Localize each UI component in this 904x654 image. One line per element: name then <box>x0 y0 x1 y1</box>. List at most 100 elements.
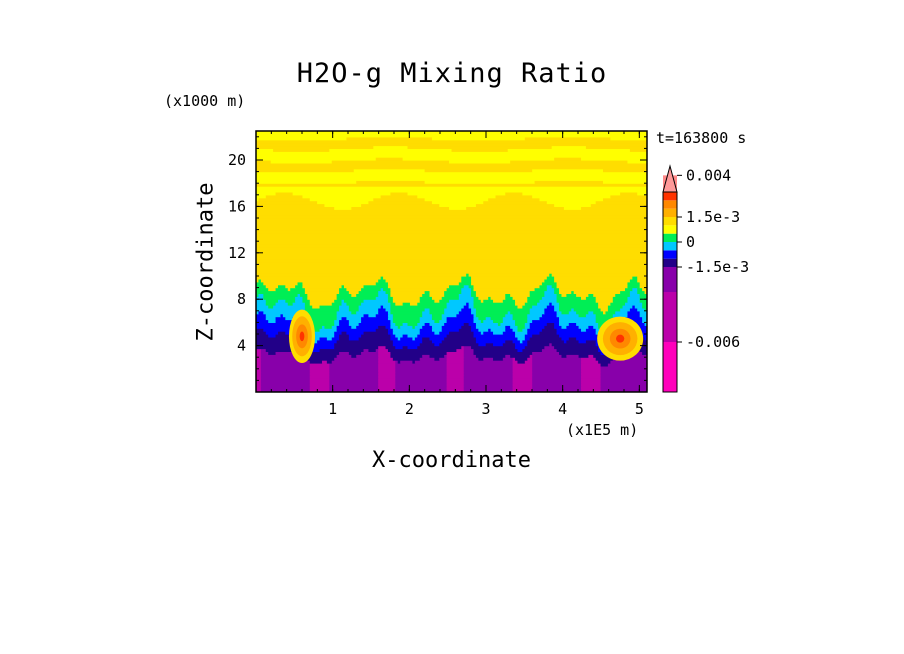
contour-cell <box>475 290 531 294</box>
contour-cell <box>387 296 394 300</box>
contour-cell <box>637 290 646 294</box>
contour-cell <box>488 296 492 300</box>
contour-cell <box>387 284 450 289</box>
contour-cell <box>343 299 365 303</box>
contour-cell <box>256 186 647 190</box>
contour-cell <box>497 322 501 326</box>
contour-cell <box>392 331 421 335</box>
contour-cell <box>256 293 260 297</box>
contour-cell <box>256 174 647 178</box>
contour-cell <box>559 287 626 292</box>
contour-cell <box>431 328 443 332</box>
contour-cell <box>260 360 311 364</box>
contour-cell <box>468 284 475 289</box>
contour-cell <box>417 334 448 338</box>
contour-cell <box>392 328 421 332</box>
contour-cell <box>546 276 555 280</box>
contour-cell <box>471 310 477 315</box>
contour-cell <box>375 157 404 161</box>
contour-cell <box>581 374 602 379</box>
contour-cell <box>463 386 514 390</box>
contour-cell <box>539 316 560 321</box>
contour-cell <box>634 322 646 326</box>
contour-cell <box>387 328 394 332</box>
contour-cell <box>256 157 377 161</box>
contour-cell <box>312 328 321 332</box>
contour-cell <box>446 386 465 390</box>
contour-cell <box>502 316 514 321</box>
contour-cell <box>307 293 338 297</box>
contour-cell <box>309 319 335 323</box>
contour-cell <box>480 299 484 303</box>
contour-cell <box>563 339 567 344</box>
contour-cell <box>458 293 472 297</box>
contour-cell <box>603 197 647 202</box>
contour-cell <box>312 339 318 344</box>
contour-cell <box>309 322 335 326</box>
contour-cell <box>392 296 421 300</box>
contour-cell <box>256 386 262 390</box>
contour-cell <box>551 302 560 306</box>
colorbar-frame <box>662 191 678 393</box>
contour-cell <box>275 316 286 321</box>
contour-cell <box>532 374 582 379</box>
contour-cell <box>256 151 647 155</box>
contour-cell <box>559 307 572 312</box>
contour-cell <box>556 310 563 315</box>
contour-cell <box>512 374 533 379</box>
contour-cell <box>446 368 465 373</box>
contour-cell <box>336 310 352 315</box>
contour-cell <box>480 331 484 335</box>
contour-cell <box>256 203 326 207</box>
contour-cell <box>505 328 514 332</box>
contour-cell <box>585 296 597 300</box>
contour-cell <box>339 334 350 338</box>
contour-cell <box>639 299 647 303</box>
contour-cell <box>566 339 580 344</box>
contour-cell <box>395 368 448 373</box>
contour-cell <box>446 357 465 361</box>
contour-cell <box>256 351 262 355</box>
contour-cell <box>265 302 277 306</box>
contour-cell <box>263 310 299 315</box>
contour-cell <box>559 305 599 309</box>
contour-cell <box>392 357 421 361</box>
contour-cell <box>595 328 602 332</box>
y-axis-scale-label: (x1000 m) <box>164 92 246 110</box>
contour-cell <box>424 197 489 202</box>
contour-cell <box>392 299 421 303</box>
contour-cell <box>463 348 475 352</box>
contour-cell <box>529 336 563 341</box>
contour-cell <box>551 284 558 289</box>
contour-cell <box>341 316 348 321</box>
contour-cell <box>595 313 614 318</box>
contour-cell <box>256 168 355 173</box>
contour-cell <box>256 189 647 193</box>
contour-cell <box>544 278 555 283</box>
contour-cell <box>466 206 565 210</box>
contour-cell <box>346 287 362 292</box>
colorbar-swatch <box>663 242 677 251</box>
contour-cell <box>256 249 647 254</box>
contour-cell <box>378 380 396 384</box>
contour-cell <box>378 383 396 387</box>
contour-cell <box>299 293 308 297</box>
contour-cell <box>512 389 533 392</box>
contour-cell <box>637 307 646 312</box>
contour-cell <box>346 302 362 306</box>
contour-cell <box>493 319 504 323</box>
contour-cell <box>444 307 462 312</box>
contour-cell <box>556 281 629 286</box>
contour-cell <box>493 357 504 361</box>
contour-cell <box>473 299 482 303</box>
contour-cell <box>639 348 647 352</box>
contour-cell <box>493 299 504 303</box>
contour-cell <box>256 368 262 373</box>
contour-cell <box>309 374 330 379</box>
contour-cell <box>627 310 641 315</box>
contour-cell <box>610 194 647 199</box>
contour-cell <box>566 293 577 297</box>
contour-cell <box>256 389 262 392</box>
contour-cell <box>463 383 514 387</box>
contour-cell <box>639 296 647 300</box>
